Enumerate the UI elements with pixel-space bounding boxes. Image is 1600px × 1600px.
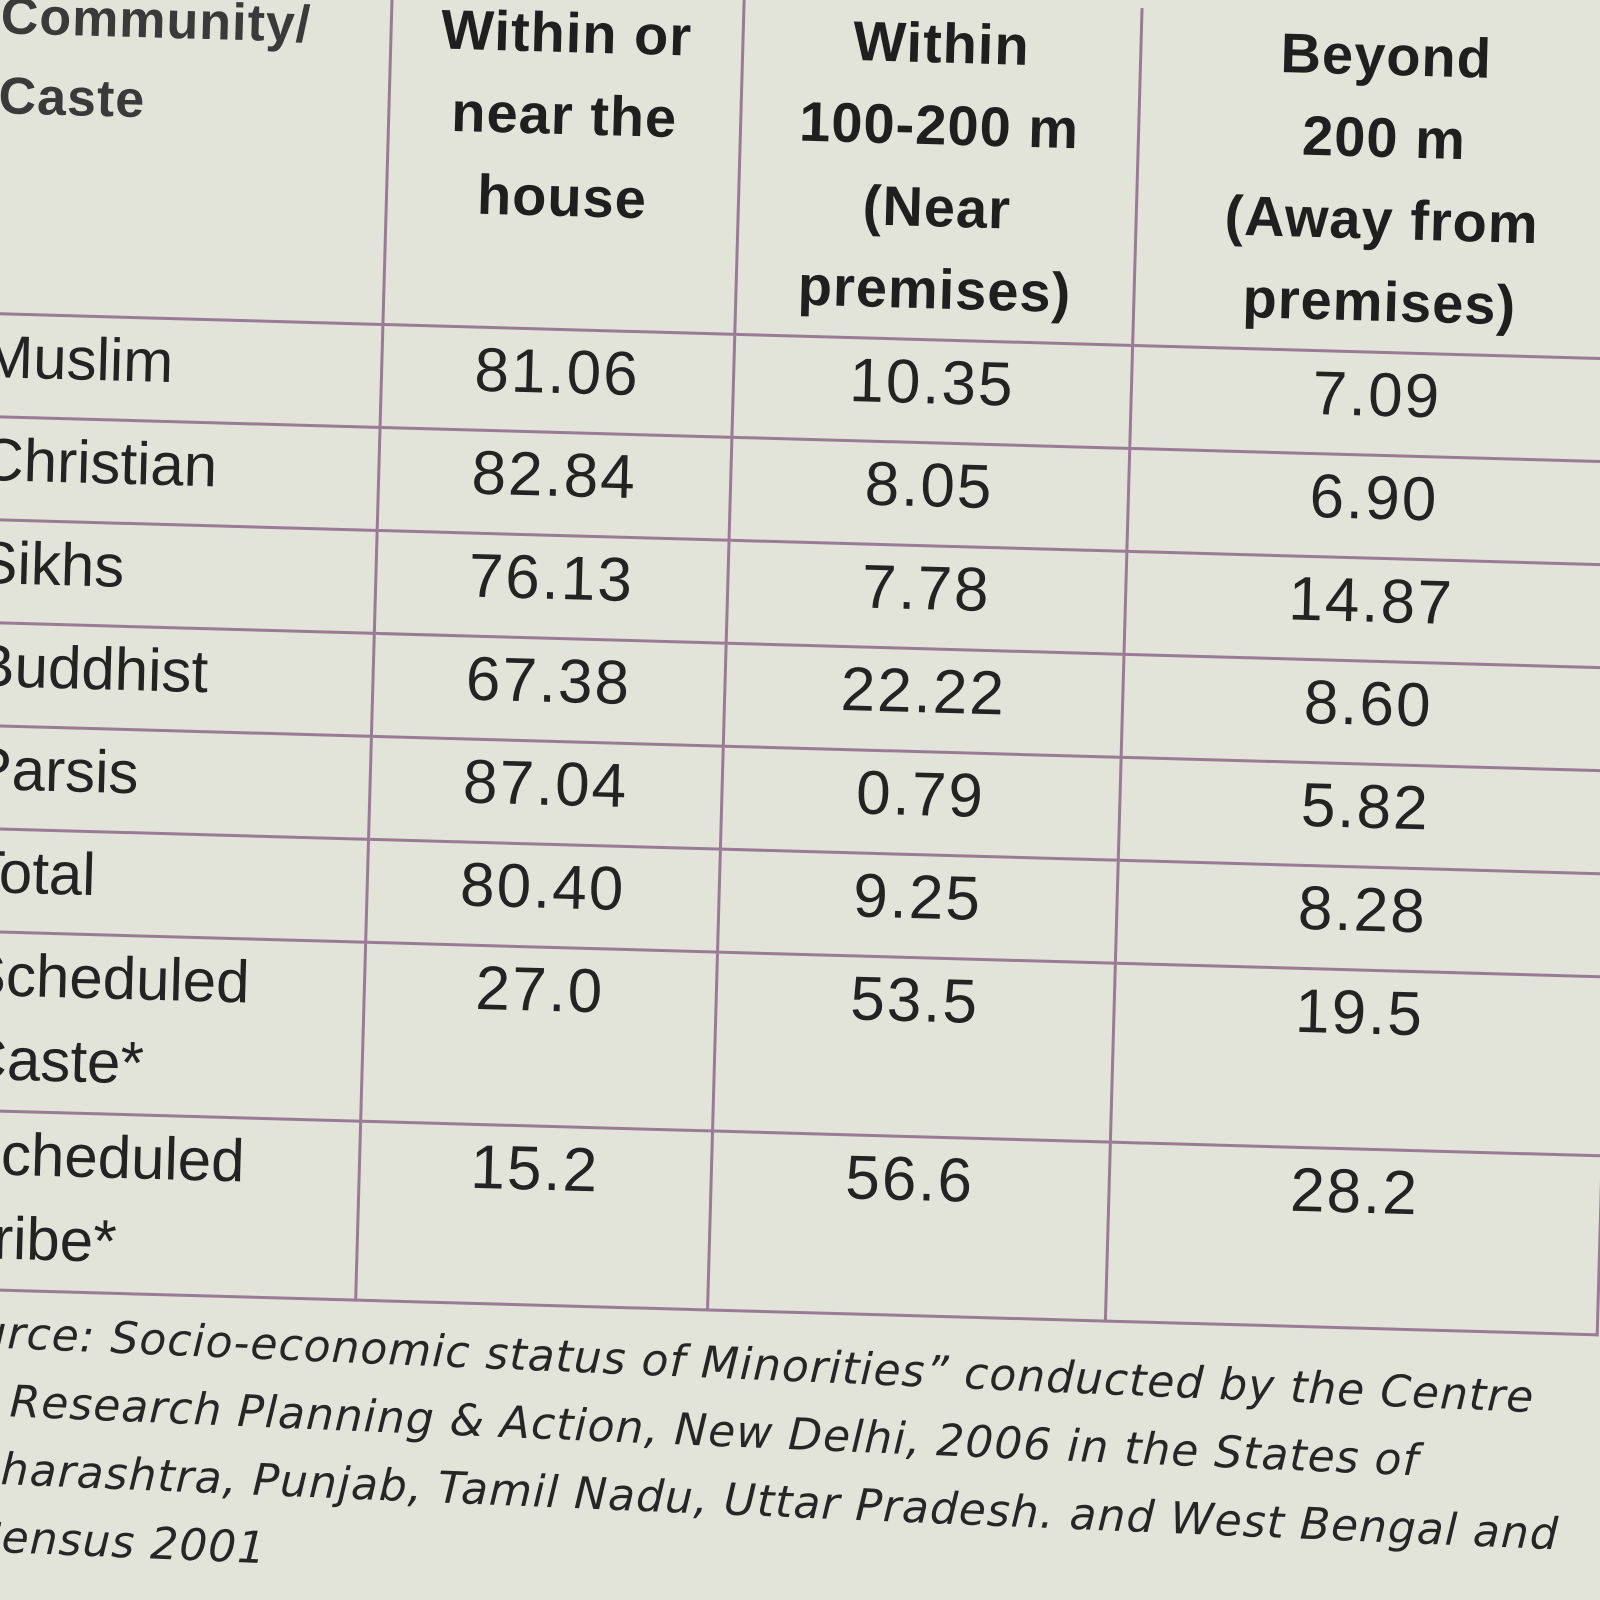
cell-within-house: 27.0 xyxy=(360,942,718,1131)
row-label: Sikhs xyxy=(0,519,377,634)
header-text: Caste xyxy=(0,67,147,130)
header-beyond-200m: Beyond 200 m (Away from premises) xyxy=(1132,8,1600,360)
row-label-text: Scheduled xyxy=(0,1119,246,1195)
row-label: Muslim xyxy=(0,313,383,428)
cell-beyond-200m: 8.60 xyxy=(1120,654,1600,771)
cell-beyond-200m: 6.90 xyxy=(1126,448,1600,566)
row-label-text: Caste* xyxy=(0,1024,145,1097)
row-label-text: Christian xyxy=(0,425,219,500)
cell-100-200m: 22.22 xyxy=(722,643,1124,758)
header-within-100-200m: Within 100-200 m (Near premises) xyxy=(734,0,1142,346)
cell-100-200m: 0.79 xyxy=(719,746,1121,861)
cell-beyond-200m: 14.87 xyxy=(1123,551,1600,669)
cell-within-house: 82.84 xyxy=(376,427,732,541)
header-text: Within or xyxy=(440,0,694,68)
header-text: (Near xyxy=(861,173,1012,241)
row-label-text: Buddhist xyxy=(0,631,210,706)
cell-within-house: 76.13 xyxy=(373,530,729,644)
cell-100-200m: 7.78 xyxy=(725,540,1127,655)
cell-100-200m: 56.6 xyxy=(707,1130,1110,1322)
row-label-text: Parsis xyxy=(0,734,140,807)
header-text: (Away from xyxy=(1223,183,1540,256)
header-text: premises) xyxy=(1241,266,1518,337)
cell-beyond-200m: 7.09 xyxy=(1129,345,1600,463)
cell-100-200m: 53.5 xyxy=(712,952,1115,1143)
header-text: house xyxy=(476,162,648,231)
header-text: Beyond xyxy=(1279,20,1493,90)
header-within-near-house: Within or near the house xyxy=(382,0,744,335)
cell-within-house: 67.38 xyxy=(370,633,726,747)
header-community-caste: Community/ Caste xyxy=(0,0,392,325)
source-note: urce: Socio-economic status of Minoritie… xyxy=(0,1300,1600,1600)
row-label: Buddhist xyxy=(0,622,374,737)
cell-100-200m: 9.25 xyxy=(717,849,1118,964)
cell-within-house: 87.04 xyxy=(368,736,723,850)
row-label-text: Sikhs xyxy=(0,528,126,600)
row-label-text: Muslim xyxy=(0,322,175,396)
cell-100-200m: 8.05 xyxy=(728,437,1130,552)
header-text: 100-200 m xyxy=(798,89,1080,161)
cell-within-house: 81.06 xyxy=(379,324,735,438)
cell-within-house: 15.2 xyxy=(355,1121,713,1310)
row-label: Total xyxy=(0,828,369,943)
cell-100-200m: 10.35 xyxy=(731,334,1133,449)
cell-beyond-200m: 28.2 xyxy=(1104,1142,1600,1335)
header-text: near the xyxy=(450,79,679,150)
row-label-text: Total xyxy=(0,837,97,909)
table-wrapper: Community/ Caste Within or near the hous… xyxy=(0,0,1600,1335)
data-table: Community/ Caste Within or near the hous… xyxy=(0,0,1600,1335)
row-label: Christian xyxy=(0,416,380,531)
cell-beyond-200m: 8.28 xyxy=(1114,860,1600,977)
header-text: Within xyxy=(852,9,1031,77)
cell-beyond-200m: 5.82 xyxy=(1117,757,1600,874)
header-text: premises) xyxy=(797,253,1073,325)
row-label: Scheduled Tribe* xyxy=(0,1110,361,1301)
row-label-text: Scheduled xyxy=(0,940,251,1016)
row-label: Parsis xyxy=(0,725,371,840)
cell-beyond-200m: 19.5 xyxy=(1109,963,1600,1156)
header-row: Community/ Caste Within or near the hous… xyxy=(0,0,1600,360)
row-label-text: Tribe* xyxy=(0,1203,118,1275)
header-text: 200 m xyxy=(1301,103,1467,172)
cell-within-house: 80.40 xyxy=(365,839,720,953)
row-label: Scheduled Caste* xyxy=(0,931,366,1122)
